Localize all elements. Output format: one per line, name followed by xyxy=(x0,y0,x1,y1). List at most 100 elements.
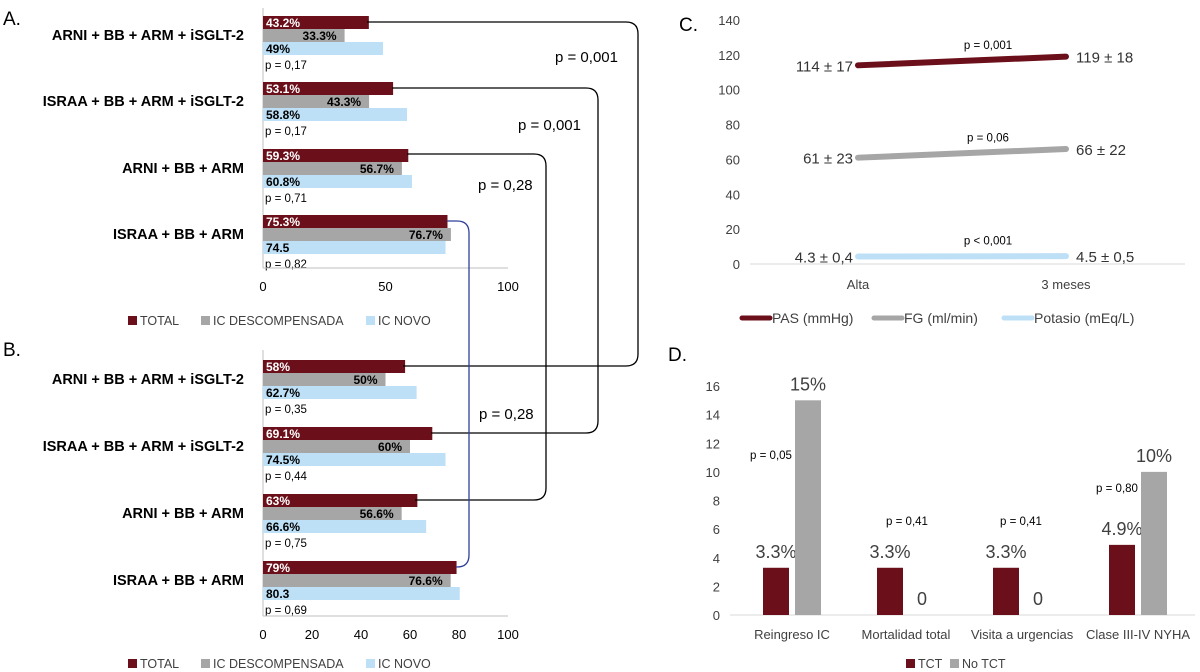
p-value: p = 0,44 xyxy=(265,471,307,483)
y-tick-label: 4 xyxy=(713,551,720,566)
data-label: 0 xyxy=(917,589,927,609)
data-label: 60.8% xyxy=(266,175,300,189)
bar-ic-descompensada xyxy=(263,162,402,175)
legend-item: TOTAL xyxy=(140,657,179,671)
bracket-4 xyxy=(447,220,470,568)
bar-ic-descompensada xyxy=(263,507,402,520)
y-tick-label: 20 xyxy=(726,222,740,237)
bar-ic-descompensada xyxy=(263,574,451,587)
legend-swatch xyxy=(366,316,375,325)
p-value: p = 0,80 xyxy=(1096,483,1138,495)
x-tick-label: Visita a urgencias xyxy=(971,627,1074,642)
bar-ic-novo xyxy=(263,386,417,399)
bar-ic-descompensada xyxy=(263,373,386,386)
data-label: 58% xyxy=(266,360,290,374)
bar-ic-descompensada xyxy=(263,440,410,453)
bar-total xyxy=(263,149,409,162)
data-label: 74.5% xyxy=(266,453,300,467)
panel-label: C. xyxy=(679,15,698,36)
y-tick-label: 14 xyxy=(706,408,720,423)
comparison-brackets: p = 0,001 p = 0,001 p = 0,28 p = 0,28 xyxy=(367,21,639,568)
data-label: 56.6% xyxy=(360,507,394,521)
bar-total xyxy=(263,494,418,507)
bar-total xyxy=(263,360,406,373)
data-label: 80.3 xyxy=(266,587,290,601)
y-tick-label: 60 xyxy=(726,152,740,167)
bracket-3 xyxy=(407,153,547,501)
bar-ic-descompensada xyxy=(263,29,345,42)
series-line xyxy=(855,145,1069,161)
point-label: 114 ± 17 xyxy=(796,58,853,75)
x-tick-label: Reingreso IC xyxy=(754,627,830,642)
data-label: 15% xyxy=(790,374,826,394)
legend-swatch xyxy=(906,659,915,668)
bar-no-tct xyxy=(1141,471,1167,615)
data-label: 76.7% xyxy=(409,228,443,242)
x-tick-label: 20 xyxy=(305,627,319,642)
x-tick-label: Clase III-IV NYHA xyxy=(1086,627,1190,642)
bar-total xyxy=(263,215,448,228)
legend-item: IC NOVO xyxy=(378,657,431,671)
data-label: 0 xyxy=(1033,589,1043,609)
bar-ic-novo xyxy=(263,175,412,188)
panel-label: B. xyxy=(3,340,21,361)
data-label: 10% xyxy=(1136,446,1172,466)
data-label: 74.5 xyxy=(266,241,290,255)
p-value: p < 0,001 xyxy=(964,235,1012,247)
y-tick-label: 10 xyxy=(706,465,720,480)
bar-ic-novo xyxy=(263,520,427,533)
p-value: p = 0,69 xyxy=(265,605,307,617)
x-tick-label: 60 xyxy=(403,627,417,642)
bar-tct xyxy=(1109,544,1135,615)
p-value: p = 0,17 xyxy=(265,126,307,138)
legend-item: IC DESCOMPENSADA xyxy=(213,657,344,671)
y-tick-label: 2 xyxy=(713,579,720,594)
legend-swatch xyxy=(366,659,375,668)
legend-item: TCT xyxy=(918,657,943,671)
data-label: 56.7% xyxy=(360,162,394,176)
x-tick-label: 40 xyxy=(354,627,368,642)
x-tick-label: 100 xyxy=(497,627,519,642)
data-label: 43.3% xyxy=(327,95,361,109)
legend-item: PAS (mmHg) xyxy=(772,310,853,326)
category-label: ARNI + BB + ARM xyxy=(122,161,244,177)
legend-swatch xyxy=(201,659,210,668)
legend-item: TOTAL xyxy=(140,314,179,328)
panel-d: D. 0 2 4 6 8 10 12 14 16 3.3% 15% Reingreso IC p = 0,… xyxy=(668,345,1195,671)
panel-a: A. ARNI + BB + ARM + iSGLT-2 43.2%33.3% 49%… xyxy=(3,8,519,328)
bracket-p-value: p = 0,28 xyxy=(478,177,533,194)
p-value: p = 0,75 xyxy=(265,538,307,550)
p-value: p = 0,17 xyxy=(265,60,307,72)
bar-tct xyxy=(763,567,789,615)
x-tick-label: 3 meses xyxy=(1041,277,1091,292)
point-label: 119 ± 18 xyxy=(1076,50,1133,67)
x-tick-label: 0 xyxy=(259,627,266,642)
data-label: 3.3% xyxy=(869,542,910,562)
bar-no-tct xyxy=(795,400,821,615)
data-label: 69.1% xyxy=(266,427,300,441)
bracket-p-value: p = 0,28 xyxy=(479,406,534,423)
data-label: 33.3% xyxy=(303,29,337,43)
data-label: 75.3% xyxy=(266,215,300,229)
bar-ic-descompensada xyxy=(263,228,451,241)
category-label: ARNI + BB + ARM + iSGLT-2 xyxy=(52,28,244,44)
p-value: p = 0,82 xyxy=(265,259,307,271)
category-label: ISRAA + BB + ARM + iSGLT-2 xyxy=(43,439,244,455)
point-label: 4.3 ± 0,4 xyxy=(795,250,853,267)
p-value: p = 0,05 xyxy=(750,450,792,462)
bar-ic-novo xyxy=(263,241,446,254)
bar-ic-novo xyxy=(263,108,408,121)
bar-tct xyxy=(993,567,1019,615)
p-value: p = 0,35 xyxy=(265,404,307,416)
bracket-p-value: p = 0,001 xyxy=(555,49,618,66)
bar-total xyxy=(263,561,457,574)
data-label: 59.3% xyxy=(266,149,300,163)
category-label: ARNI + BB + ARM xyxy=(122,506,244,522)
y-tick-label: 120 xyxy=(718,48,740,63)
p-value: p = 0,71 xyxy=(265,193,307,205)
panel-label: D. xyxy=(668,345,687,366)
point-label: 4.5 ± 0,5 xyxy=(1076,249,1134,266)
data-label: 63% xyxy=(266,494,290,508)
x-tick-label: 50 xyxy=(378,279,392,294)
